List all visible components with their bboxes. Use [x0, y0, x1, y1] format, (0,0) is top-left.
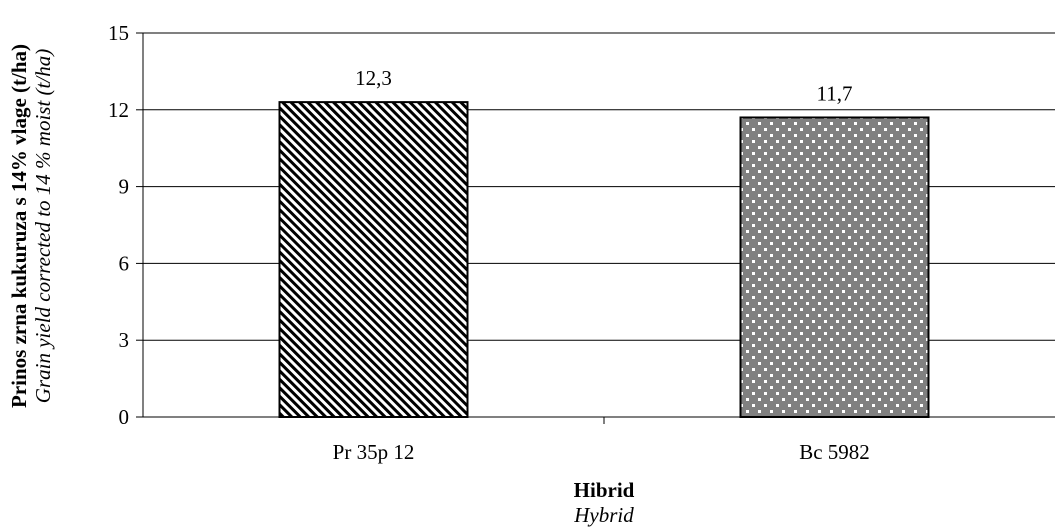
bars: [278, 101, 930, 419]
data-label: 11,7: [817, 81, 853, 105]
axes: 0 3 6 9 12 15 Pr 35p 12 Bc 5982: [108, 21, 1055, 464]
y-tick-label: 3: [119, 328, 130, 352]
y-tick-label: 0: [119, 405, 130, 429]
data-labels: 12,3 11,7: [355, 66, 852, 105]
x-tick-label: Bc 5982: [799, 440, 870, 464]
y-tick-label: 9: [119, 175, 130, 199]
y-tick-label: 12: [108, 98, 129, 122]
data-label: 12,3: [355, 66, 392, 90]
x-axis-title-translation: Hybrid: [573, 503, 634, 527]
bar-1: [278, 101, 469, 419]
y-tick-label: 6: [119, 251, 130, 275]
y-axis-title-translation: Grain yield corrected to 14 % moist (t/h…: [31, 49, 55, 403]
y-axis-title: Prinos zrna kukuruza s 14% vlage (t/ha): [7, 44, 31, 408]
bar-2: [739, 116, 930, 418]
x-axis-title: Hibrid: [574, 478, 635, 502]
x-tick-label: Pr 35p 12: [333, 440, 415, 464]
y-tick-label: 15: [108, 21, 129, 45]
